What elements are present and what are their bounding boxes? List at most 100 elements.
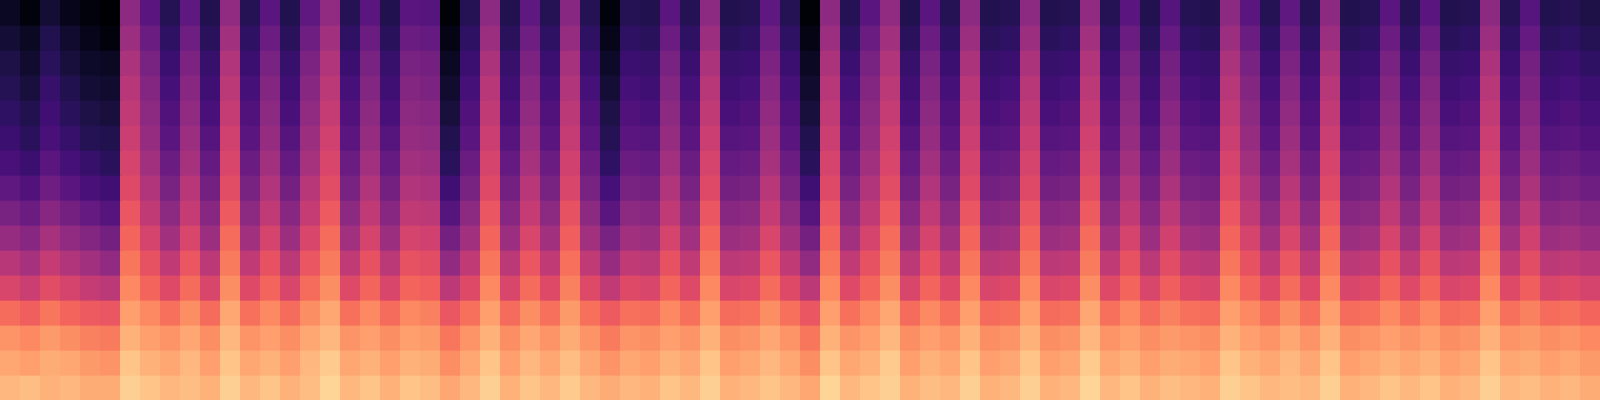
cell: [460, 75, 481, 101]
cell: [1240, 0, 1261, 26]
cell: [1020, 350, 1041, 376]
cell: [1360, 175, 1381, 201]
cell: [260, 300, 281, 326]
cell: [880, 200, 901, 226]
cell: [1420, 250, 1441, 276]
cell: [1380, 200, 1401, 226]
cell: [1400, 25, 1421, 51]
cell: [180, 375, 201, 400]
cell: [1480, 125, 1501, 151]
cell: [1180, 25, 1201, 51]
cell: [500, 350, 521, 376]
cell: [840, 50, 861, 76]
cell: [540, 300, 561, 326]
cell: [600, 325, 621, 351]
cell: [1460, 50, 1481, 76]
cell: [440, 25, 461, 51]
cell: [220, 325, 241, 351]
cell: [600, 100, 621, 126]
cell: [1060, 200, 1081, 226]
cell: [1520, 50, 1541, 76]
cell: [1340, 75, 1361, 101]
cell: [1220, 275, 1241, 301]
cell: [620, 125, 641, 151]
cell: [1440, 250, 1461, 276]
cell: [740, 200, 761, 226]
cell: [1140, 125, 1161, 151]
cell: [1340, 125, 1361, 151]
cell: [880, 375, 901, 400]
cell: [160, 300, 181, 326]
cell: [1520, 325, 1541, 351]
cell: [1040, 25, 1061, 51]
cell: [1120, 325, 1141, 351]
cell: [40, 75, 61, 101]
cell: [20, 300, 41, 326]
cell: [1180, 125, 1201, 151]
cell: [460, 375, 481, 400]
cell: [1160, 250, 1181, 276]
cell: [1580, 300, 1600, 326]
cell: [100, 150, 121, 176]
cell: [980, 325, 1001, 351]
cell: [880, 125, 901, 151]
cell: [1060, 0, 1081, 26]
cell: [1140, 150, 1161, 176]
cell: [380, 225, 401, 251]
cell: [760, 200, 781, 226]
chart: [0, 0, 1600, 400]
cell: [740, 175, 761, 201]
cell: [240, 325, 261, 351]
cell: [760, 300, 781, 326]
cell: [1480, 0, 1501, 26]
cell: [120, 25, 141, 51]
cell: [0, 350, 21, 376]
cell: [1160, 200, 1181, 226]
cell: [820, 325, 841, 351]
cell: [1260, 375, 1281, 400]
cell: [100, 325, 121, 351]
cell: [720, 0, 741, 26]
cell: [800, 75, 821, 101]
cell: [560, 200, 581, 226]
cell: [1360, 100, 1381, 126]
cell: [160, 250, 181, 276]
cell: [580, 50, 601, 76]
cell: [40, 275, 61, 301]
cell: [1180, 350, 1201, 376]
cell: [480, 125, 501, 151]
cell: [960, 100, 981, 126]
cell: [1160, 300, 1181, 326]
cell: [840, 200, 861, 226]
cell: [1060, 175, 1081, 201]
cell: [800, 200, 821, 226]
cell: [1460, 375, 1481, 400]
cell: [760, 125, 781, 151]
cell: [1160, 150, 1181, 176]
cell: [1240, 325, 1261, 351]
cell: [1000, 275, 1021, 301]
cell: [1000, 25, 1021, 51]
cell: [920, 375, 941, 400]
cell: [1360, 125, 1381, 151]
cell: [900, 75, 921, 101]
cell: [480, 50, 501, 76]
cell: [840, 350, 861, 376]
cell: [180, 50, 201, 76]
cell: [1180, 50, 1201, 76]
cell: [200, 75, 221, 101]
cell: [1220, 125, 1241, 151]
cell: [1080, 125, 1101, 151]
cell: [1040, 100, 1061, 126]
cell: [1320, 250, 1341, 276]
cell: [280, 200, 301, 226]
cell: [900, 200, 921, 226]
cell: [1020, 75, 1041, 101]
cell: [1120, 125, 1141, 151]
cell: [880, 275, 901, 301]
cell: [1080, 150, 1101, 176]
cell: [420, 0, 441, 26]
cell: [1280, 175, 1301, 201]
cell: [20, 75, 41, 101]
cell: [380, 350, 401, 376]
